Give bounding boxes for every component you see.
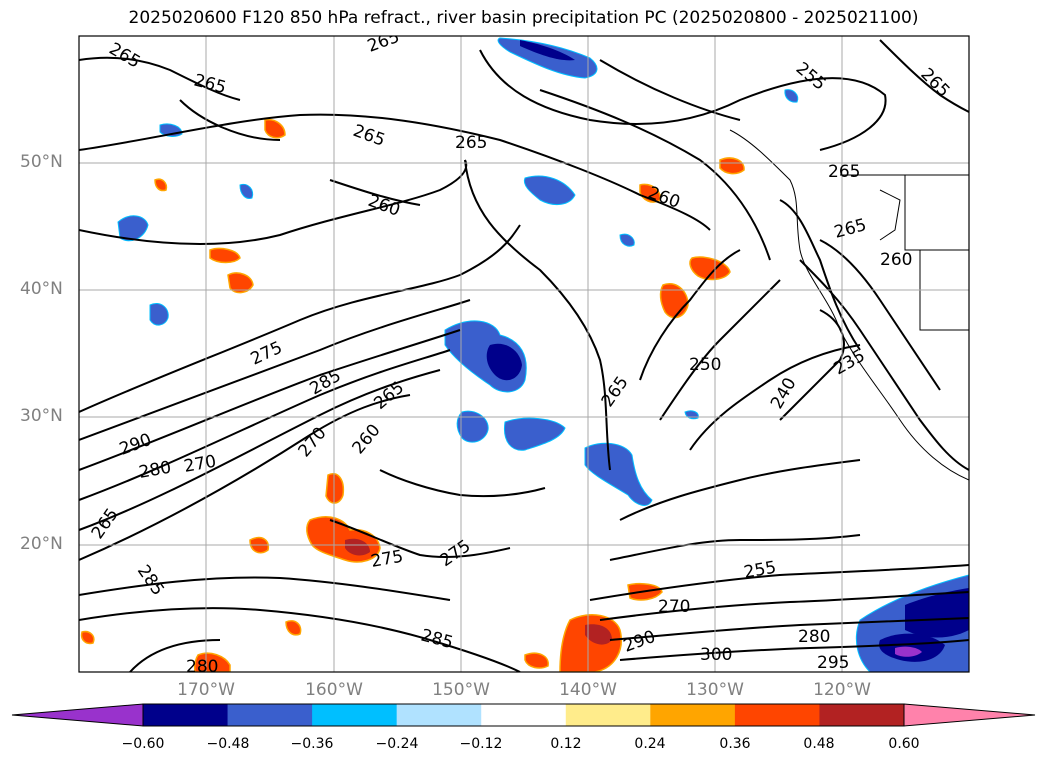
colorbar-tick-label: 0.24 xyxy=(634,736,666,752)
lon-label: 170°W xyxy=(177,680,235,700)
colorbar-segment xyxy=(396,704,482,726)
colorbar-extend-min xyxy=(11,703,144,727)
graticule xyxy=(79,36,969,672)
refractivity-contours xyxy=(79,39,969,672)
map-title: 2025020600 F120 850 hPa refract., river … xyxy=(128,8,919,28)
contour-label: 280 xyxy=(186,657,218,677)
lon-label: 140°W xyxy=(559,680,617,700)
contour-label: 265 xyxy=(455,133,487,153)
colorbar-segment xyxy=(143,704,229,726)
coastline xyxy=(729,129,969,481)
lat-label: 50°N xyxy=(20,152,63,172)
colorbar-tick-label: −0.24 xyxy=(375,736,419,752)
colorbar-segment xyxy=(227,704,313,726)
colorbar-segment xyxy=(734,704,820,726)
contour-label: 280 xyxy=(798,627,830,647)
contour-label: 250 xyxy=(689,355,721,375)
contour-label: 300 xyxy=(700,645,732,665)
contour-label: 270 xyxy=(658,597,690,617)
colorbar-segment xyxy=(481,704,567,726)
colorbar-tick-label: 0.60 xyxy=(888,736,920,752)
colorbar-tick-label: −0.60 xyxy=(121,736,165,752)
contour-label: 265 xyxy=(828,162,860,182)
lat-label: 30°N xyxy=(20,406,63,426)
lon-label: 150°W xyxy=(432,680,490,700)
colorbar-tick-label: −0.12 xyxy=(459,736,503,752)
lon-label: 130°W xyxy=(686,680,744,700)
lon-label: 120°W xyxy=(813,680,871,700)
colorbar-tick-label: −0.48 xyxy=(206,736,250,752)
colorbar-segments xyxy=(143,704,905,726)
lat-label: 20°N xyxy=(20,534,63,554)
colorbar-tick-label: 0.12 xyxy=(550,736,582,752)
lon-label: 160°W xyxy=(305,680,363,700)
colorbar xyxy=(11,703,1036,727)
colorbar-segment xyxy=(650,704,736,726)
map-layers: 265 265 265 265 260 265 265 260 255 265 … xyxy=(79,36,969,677)
negative-precip-patches xyxy=(117,37,969,672)
plot-frame xyxy=(78,35,970,673)
contour-label: 295 xyxy=(817,653,849,673)
colorbar-outline xyxy=(142,703,905,727)
colorbar-tick-label: 0.36 xyxy=(719,736,751,752)
colorbar-tick-label: 0.48 xyxy=(803,736,835,752)
lat-label: 40°N xyxy=(20,279,63,299)
colorbar-extend-max xyxy=(903,703,1036,727)
colorbar-segment xyxy=(565,704,651,726)
contour-label: 260 xyxy=(880,250,912,270)
colorbar-tick-label: −0.36 xyxy=(290,736,334,752)
colorbar-segment xyxy=(819,704,905,726)
colorbar-segment xyxy=(312,704,398,726)
